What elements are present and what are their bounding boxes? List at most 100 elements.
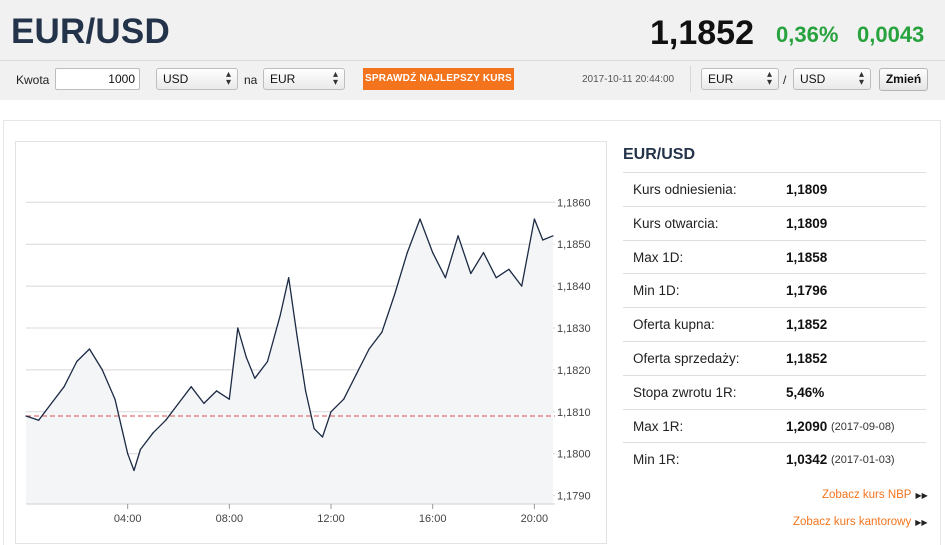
data-point [508, 268, 510, 270]
info-row-value: 1,1852 [786, 351, 828, 366]
data-point [245, 356, 247, 358]
y-tick-label: 1,1800 [557, 449, 591, 461]
data-point [419, 218, 421, 220]
info-row: Min 1R: 1,0342 (2017-01-03) [623, 442, 926, 476]
quote-header: EUR/USD 1,1852 0,36% 0,0043 Kwota USD ▴▾… [0, 0, 945, 100]
to-currency-select[interactable]: EUR ▴ ▾ [263, 68, 345, 90]
to-currency-value: EUR [270, 72, 296, 86]
exchange-office-rate-link[interactable]: Zobacz kurs kantorowy ▶▶ [793, 516, 928, 528]
info-row-label: Min 1D: [633, 283, 680, 299]
data-point [521, 285, 523, 287]
info-row-value: 1,0342 [786, 452, 828, 468]
y-tick-label: 1,1860 [557, 197, 591, 209]
pair-quote-value: USD [800, 72, 826, 86]
exchange-office-rate-link-label: Zobacz kurs kantorowy [793, 516, 912, 528]
pair-base-select[interactable]: EUR ▴ ▾ [701, 68, 779, 90]
select-arrows-icon: ▴ ▾ [766, 69, 772, 88]
x-tick-label: 08:00 [216, 513, 244, 525]
y-tick-label: 1,1810 [557, 407, 591, 419]
info-row-value: 1,1796 [786, 283, 828, 299]
info-row-value: 1,1858 [786, 249, 828, 265]
data-point [133, 469, 135, 472]
info-row: Oferta kupna: 1,1852 [623, 307, 926, 341]
info-row-date: (2017-01-03) [831, 454, 895, 467]
info-row: Oferta sprzedaży: 1,1852 [623, 341, 926, 375]
amount-label: Kwota [16, 73, 50, 87]
info-row-label: Oferta sprzedaży: [633, 351, 740, 366]
data-point [330, 411, 332, 413]
nbp-rate-link[interactable]: Zobacz kurs NBP ▶▶ [822, 489, 928, 501]
from-currency-select[interactable]: USD ▴ ▾ [156, 68, 238, 90]
y-tick-label: 1,1830 [557, 323, 591, 335]
data-point [432, 251, 434, 254]
from-currency-value: USD [163, 72, 189, 86]
data-point [321, 436, 324, 438]
pair-title: EUR/USD [11, 12, 170, 51]
data-point [139, 448, 141, 451]
data-point [254, 377, 256, 379]
info-row-label: Kurs odniesienia: [633, 182, 737, 197]
data-point [165, 419, 167, 421]
info-row-value: 1,1852 [786, 317, 828, 333]
data-point [50, 402, 53, 405]
double-arrow-right-icon: ▶▶ [915, 491, 928, 500]
info-row-value: 1,2090 [786, 418, 828, 434]
data-point [313, 427, 315, 430]
pair-separator: / [783, 73, 787, 87]
info-row: Min 1D: 1,1796 [623, 273, 926, 307]
data-point [381, 331, 383, 333]
info-row-value: 1,1809 [786, 215, 828, 231]
data-point [368, 348, 370, 350]
data-point [533, 218, 535, 220]
data-point [177, 402, 180, 405]
data-point [76, 360, 78, 363]
data-point [114, 398, 116, 400]
header-divider [0, 60, 945, 61]
data-point [457, 235, 459, 237]
data-point [127, 453, 129, 455]
x-tick-label: 04:00 [114, 513, 142, 525]
info-row: Kurs otwarcia: 1,1809 [623, 205, 926, 240]
data-point [203, 402, 205, 405]
info-row-label: Stopa zwrotu 1R: [633, 384, 737, 400]
toolbar-divider [690, 66, 691, 92]
data-point [152, 432, 154, 434]
data-point [482, 251, 485, 254]
data-point [552, 235, 554, 237]
data-point [279, 314, 281, 317]
data-point [288, 277, 290, 279]
data-point [101, 369, 103, 371]
change-pair-button[interactable]: Zmień [879, 68, 928, 91]
pair-quote-select[interactable]: USD ▴ ▾ [793, 68, 871, 90]
data-point [190, 386, 192, 388]
info-title: EUR/USD [623, 146, 696, 163]
data-point [296, 335, 298, 337]
change-percent: 0,36% [776, 22, 839, 47]
info-row-label: Min 1R: [633, 452, 680, 468]
best-rate-button[interactable]: SPRAWDŹ NAJLEPSZY KURS [363, 68, 514, 90]
intraday-chart: 1,1790 1,1800 1,1810 1,1820 1,1830 1,1840 1,18… [15, 141, 607, 544]
y-tick-label: 1,1790 [557, 491, 591, 503]
amount-input[interactable] [55, 68, 140, 90]
nbp-rate-link-label: Zobacz kurs NBP [822, 489, 912, 501]
double-arrow-right-icon: ▶▶ [915, 518, 928, 527]
quote-timestamp: 2017-10-11 20:44:00 [582, 74, 675, 85]
x-tick-label: 20:00 [521, 513, 549, 525]
x-tick-label: 12:00 [317, 513, 345, 525]
data-point [470, 272, 472, 275]
data-point [237, 327, 239, 329]
data-point [304, 390, 307, 392]
info-row-value: 5,46% [786, 384, 825, 400]
data-point [406, 251, 408, 254]
info-row: Kurs odniesienia: 1,1809 [623, 172, 926, 206]
data-point [216, 390, 218, 392]
data-point [88, 348, 91, 350]
data-point [343, 398, 345, 400]
series-area [26, 219, 553, 504]
info-row-label: Kurs otwarcia: [633, 215, 719, 231]
current-price: 1,1852 [650, 14, 754, 52]
info-row-label: Oferta kupna: [633, 317, 715, 333]
data-point [444, 277, 446, 279]
info-row-label: Max 1D: [633, 249, 684, 265]
pair-base-value: EUR [708, 72, 734, 86]
